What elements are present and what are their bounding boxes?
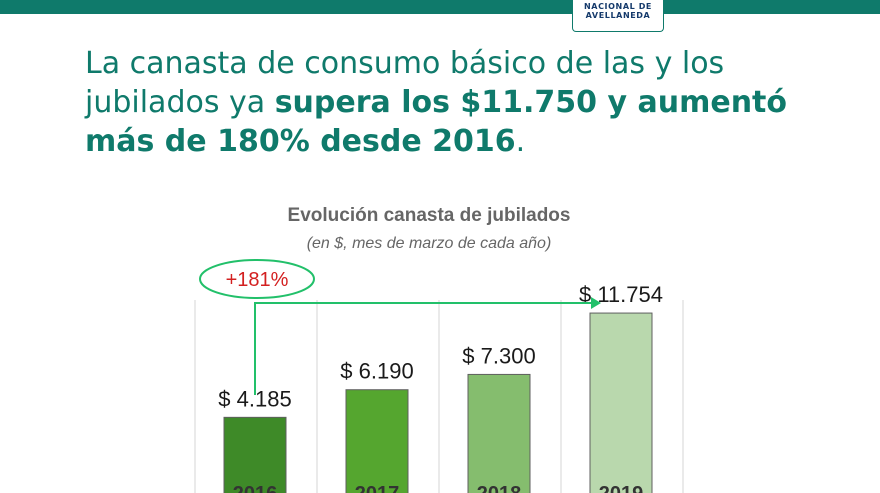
bar-2016 [223, 416, 287, 493]
headline-bold-1: supera los $11.750 y aumentó [274, 85, 788, 120]
value-label-2017: $ 6.190 [340, 359, 413, 384]
headline-regular: La canasta de consumo básico de las y lo… [85, 46, 725, 120]
x-tick-label-2019: 2019 [599, 483, 644, 493]
bar-2017 [345, 389, 409, 493]
logo-text-line2: AVELLANEDA [585, 11, 651, 20]
x-tick-label-2018: 2018 [477, 483, 522, 493]
grid-separators [194, 300, 684, 493]
bar-2019 [589, 312, 653, 493]
x-tick-label-2016: 2016 [233, 483, 278, 493]
chart-title: Evolución canasta de jubilados [288, 205, 571, 226]
x-tick-label-2017: 2017 [355, 483, 400, 493]
value-label-2018: $ 7.300 [462, 343, 535, 368]
annotation-label: +181% [226, 269, 289, 291]
annotation-line [254, 302, 597, 395]
logo: NACIONAL DE AVELLANEDA [572, 0, 664, 32]
chart-subtitle: (en $, mes de marzo de cada año) [307, 235, 552, 252]
bars [223, 312, 653, 493]
bar-2018 [467, 373, 531, 493]
growth-annotation: +181% [199, 259, 601, 395]
headline-end: . [515, 124, 526, 159]
x-tick-labels: 2016 2017 2018 2019 [233, 483, 644, 493]
headline-bold-2: más de 180% desde 2016 [85, 124, 516, 159]
annotation-arrowhead [591, 297, 601, 309]
logo-text-line1: NACIONAL DE [583, 2, 652, 11]
headline: La canasta de consumo básico de las y lo… [85, 44, 805, 161]
annotation-ellipse [199, 259, 315, 299]
